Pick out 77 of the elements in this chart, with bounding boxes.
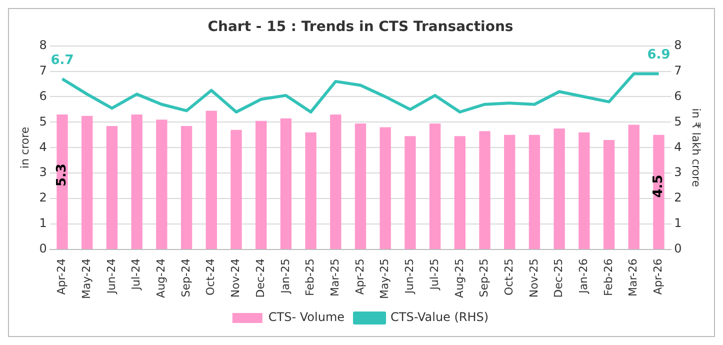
bar	[454, 136, 466, 249]
x-tick-label: Jul-25	[428, 258, 441, 291]
y2-tick-label: 0	[674, 242, 682, 256]
x-tick-label: Sep-25	[478, 258, 491, 298]
bar	[603, 140, 615, 249]
y-tick-label: 8	[39, 38, 47, 52]
x-tick-label: May-25	[378, 258, 392, 299]
x-tick-label: Nov-24	[229, 258, 242, 298]
y-tick-label: 5	[39, 114, 47, 128]
data-label: 4.5	[651, 174, 666, 198]
x-tick-label: Apr-24	[55, 258, 68, 295]
x-tick-label: Apr-25	[353, 258, 366, 295]
bar	[578, 132, 590, 249]
bar	[280, 118, 292, 249]
bar	[230, 130, 242, 249]
x-tick-label: Jan-25	[278, 258, 292, 294]
x-tick-label: Oct-24	[204, 258, 218, 296]
x-tick-label: Dec-24	[254, 258, 267, 298]
data-label: 6.7	[50, 52, 74, 68]
legend-label: CTS-Value (RHS)	[390, 310, 489, 324]
y-tick-label: 1	[39, 216, 47, 230]
x-tick-label: Nov-25	[527, 258, 540, 298]
x-tick-label: Apr-26	[652, 258, 665, 295]
bar	[380, 127, 391, 249]
bar	[479, 131, 490, 249]
bar	[131, 114, 142, 249]
y2-tick-label: 2	[674, 190, 682, 205]
bar	[504, 134, 516, 249]
bar	[82, 116, 93, 249]
bar	[429, 123, 441, 249]
y-axis-title: in crore	[18, 126, 32, 168]
data-label: 5.3	[54, 164, 70, 187]
x-tick-label: Feb-25	[304, 258, 317, 296]
bar	[528, 134, 540, 249]
bar	[554, 128, 565, 249]
bar	[156, 120, 168, 249]
x-tick-label: Oct-25	[502, 258, 516, 296]
y2-tick-label: 8	[674, 38, 682, 52]
bar	[106, 126, 118, 249]
bar	[56, 114, 68, 249]
x-tick-label: Sep-24	[179, 258, 192, 298]
bar	[628, 124, 640, 249]
x-tick-label: Mar-25	[328, 258, 342, 297]
chart-title: Chart - 15 : Trends in CTS Transactions	[208, 19, 514, 36]
bar	[354, 123, 366, 249]
x-tick-label: May-24	[80, 258, 93, 299]
y2-tick-label: 7	[674, 63, 682, 78]
bar	[305, 132, 316, 249]
bar	[180, 126, 192, 249]
y2-tick-label: 3	[674, 165, 682, 180]
y-tick-label: 2	[39, 190, 47, 205]
bar	[255, 120, 267, 249]
y2-axis-title: in ₹ lakh crore	[690, 108, 703, 188]
x-tick-label: Jan-26	[577, 258, 590, 294]
y2-tick-label: 5	[674, 114, 682, 128]
x-tick-label: Aug-25	[452, 258, 466, 298]
x-tick-label: Jun-24	[104, 258, 118, 295]
x-tick-label: Feb-26	[602, 258, 615, 296]
data-label: 6.9	[647, 48, 670, 63]
x-tick-label: Dec-25	[552, 258, 566, 298]
x-tick-label: Aug-24	[154, 258, 168, 298]
x-tick-label: Mar-26	[626, 258, 640, 297]
x-tick-label: Jun-25	[403, 258, 416, 295]
bar	[404, 136, 416, 249]
x-tick-label: Jul-24	[130, 258, 143, 291]
y-tick-label: 7	[39, 63, 47, 78]
bar	[206, 110, 217, 249]
y-tick-label: 4	[39, 140, 47, 154]
legend-label: CTS- Volume	[268, 310, 345, 324]
y-tick-label: 3	[39, 165, 47, 180]
y2-tick-label: 6	[674, 88, 682, 103]
y-tick-label: 6	[39, 88, 47, 103]
y2-tick-label: 1	[674, 216, 682, 230]
y-tick-label: 0	[39, 242, 47, 256]
bar	[330, 114, 342, 249]
bar	[653, 134, 664, 249]
y2-tick-label: 4	[674, 140, 682, 154]
